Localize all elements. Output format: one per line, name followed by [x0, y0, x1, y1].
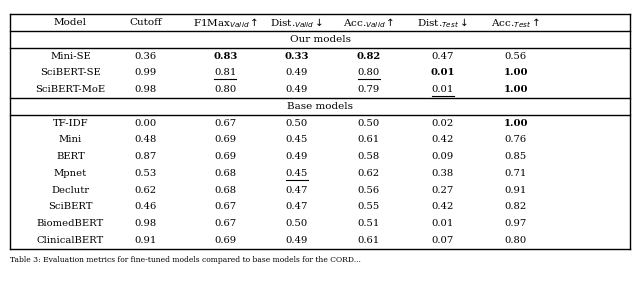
- Text: 0.55: 0.55: [358, 202, 380, 211]
- Text: 0.69: 0.69: [214, 152, 236, 161]
- Text: 0.82: 0.82: [505, 202, 527, 211]
- Text: 0.33: 0.33: [285, 52, 309, 61]
- Text: 0.48: 0.48: [135, 136, 157, 144]
- Text: SciBERT-SE: SciBERT-SE: [40, 68, 100, 78]
- Text: Mpnet: Mpnet: [54, 169, 87, 178]
- Text: SciBERT-MoE: SciBERT-MoE: [35, 85, 106, 94]
- Text: 1.00: 1.00: [504, 119, 528, 128]
- Text: 0.42: 0.42: [432, 202, 454, 211]
- Text: Cutoff: Cutoff: [130, 18, 162, 27]
- Text: 0.46: 0.46: [135, 202, 157, 211]
- Text: 0.68: 0.68: [214, 186, 236, 195]
- Text: Dist.$_{\mathit{Valid}}$$\downarrow$: Dist.$_{\mathit{Valid}}$$\downarrow$: [270, 16, 324, 29]
- Text: 0.85: 0.85: [505, 152, 527, 161]
- Text: 0.47: 0.47: [432, 52, 454, 61]
- Text: 0.98: 0.98: [135, 85, 157, 94]
- Text: 0.69: 0.69: [214, 236, 236, 245]
- Text: 0.50: 0.50: [286, 219, 308, 228]
- Text: 0.09: 0.09: [432, 152, 454, 161]
- Text: 0.50: 0.50: [286, 119, 308, 128]
- Text: Model: Model: [54, 18, 87, 27]
- Text: 0.97: 0.97: [505, 219, 527, 228]
- Text: 0.01: 0.01: [432, 85, 454, 94]
- Text: 0.62: 0.62: [135, 186, 157, 195]
- Text: 0.56: 0.56: [358, 186, 380, 195]
- Text: 0.62: 0.62: [358, 169, 380, 178]
- Text: TF-IDF: TF-IDF: [52, 119, 88, 128]
- Text: 0.83: 0.83: [213, 52, 237, 61]
- Text: BiomedBERT: BiomedBERT: [36, 219, 104, 228]
- Text: 0.50: 0.50: [358, 119, 380, 128]
- Text: 0.36: 0.36: [135, 52, 157, 61]
- Text: 0.07: 0.07: [432, 236, 454, 245]
- Text: 0.80: 0.80: [358, 68, 380, 78]
- Text: 0.67: 0.67: [214, 202, 236, 211]
- Text: 0.38: 0.38: [432, 169, 454, 178]
- Text: 0.01: 0.01: [432, 219, 454, 228]
- Text: 0.80: 0.80: [214, 85, 236, 94]
- Text: 0.87: 0.87: [135, 152, 157, 161]
- Text: 0.45: 0.45: [286, 136, 308, 144]
- Text: 0.02: 0.02: [432, 119, 454, 128]
- Text: 0.69: 0.69: [214, 136, 236, 144]
- Text: 0.47: 0.47: [286, 202, 308, 211]
- Text: 0.45: 0.45: [286, 169, 308, 178]
- Text: 0.71: 0.71: [505, 169, 527, 178]
- Text: 0.61: 0.61: [358, 136, 380, 144]
- Text: 0.47: 0.47: [286, 186, 308, 195]
- Text: 0.49: 0.49: [286, 68, 308, 78]
- Text: 0.76: 0.76: [505, 136, 527, 144]
- Text: 0.82: 0.82: [356, 52, 381, 61]
- Text: Dist.$_{\mathit{Test}}$$\downarrow$: Dist.$_{\mathit{Test}}$$\downarrow$: [417, 16, 468, 29]
- Text: 0.01: 0.01: [431, 68, 455, 78]
- Text: 0.49: 0.49: [286, 152, 308, 161]
- Text: 0.68: 0.68: [214, 169, 236, 178]
- Text: 1.00: 1.00: [504, 68, 528, 78]
- Text: 0.81: 0.81: [214, 68, 236, 78]
- Text: Mini-SE: Mini-SE: [50, 52, 91, 61]
- Text: SciBERT: SciBERT: [48, 202, 93, 211]
- Text: 0.67: 0.67: [214, 219, 236, 228]
- Text: 0.80: 0.80: [505, 236, 527, 245]
- Text: 0.56: 0.56: [505, 52, 527, 61]
- Text: 0.49: 0.49: [286, 236, 308, 245]
- Text: 0.67: 0.67: [214, 119, 236, 128]
- Text: 0.58: 0.58: [358, 152, 380, 161]
- Text: 0.51: 0.51: [358, 219, 380, 228]
- Text: 0.61: 0.61: [358, 236, 380, 245]
- Text: Declutr: Declutr: [51, 186, 90, 195]
- Text: 0.00: 0.00: [135, 119, 157, 128]
- Text: 0.91: 0.91: [135, 236, 157, 245]
- Text: 0.98: 0.98: [135, 219, 157, 228]
- Text: ClinicalBERT: ClinicalBERT: [36, 236, 104, 245]
- Text: F1Max$_{\mathit{Valid}}$$\uparrow$: F1Max$_{\mathit{Valid}}$$\uparrow$: [193, 16, 258, 29]
- Text: 0.99: 0.99: [135, 68, 157, 78]
- Text: BERT: BERT: [56, 152, 84, 161]
- Text: Mini: Mini: [59, 136, 82, 144]
- Text: Table 3: Evaluation metrics for fine-tuned models compared to base models for th: Table 3: Evaluation metrics for fine-tun…: [10, 256, 360, 264]
- Text: Acc.$_{\mathit{Test}}$$\uparrow$: Acc.$_{\mathit{Test}}$$\uparrow$: [492, 16, 540, 29]
- Text: 0.27: 0.27: [432, 186, 454, 195]
- Text: 0.42: 0.42: [432, 136, 454, 144]
- Text: Acc.$_{\mathit{Valid}}$$\uparrow$: Acc.$_{\mathit{Valid}}$$\uparrow$: [343, 16, 394, 29]
- Text: 0.91: 0.91: [505, 186, 527, 195]
- Text: 0.79: 0.79: [358, 85, 380, 94]
- Text: Base models: Base models: [287, 102, 353, 111]
- Text: Our models: Our models: [289, 35, 351, 44]
- Text: 1.00: 1.00: [504, 85, 528, 94]
- Text: 0.53: 0.53: [135, 169, 157, 178]
- Text: 0.49: 0.49: [286, 85, 308, 94]
